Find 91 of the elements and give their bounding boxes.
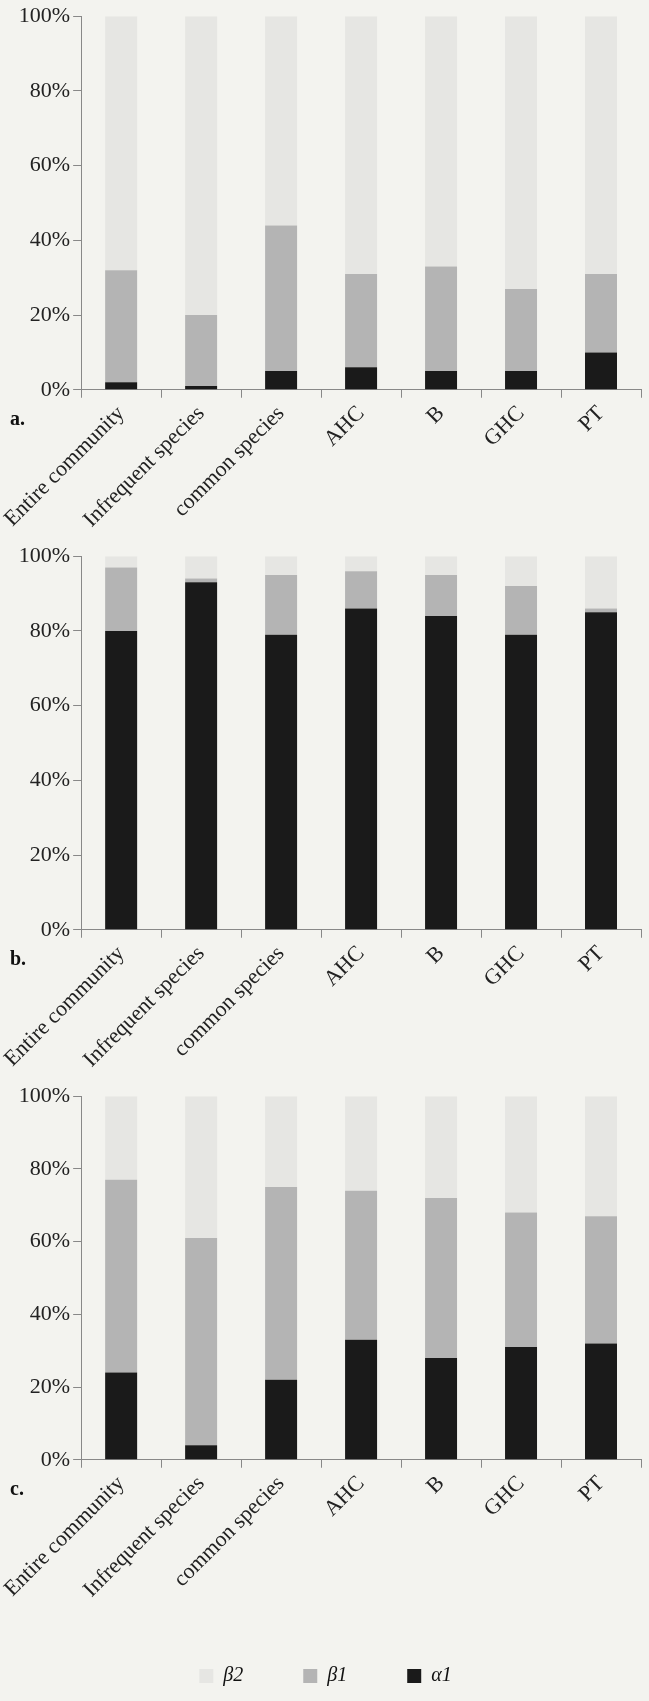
bar (265, 371, 298, 390)
bar (585, 352, 618, 390)
bar (105, 1372, 138, 1460)
bar (585, 612, 618, 930)
bar (425, 1357, 458, 1460)
bar (265, 574, 298, 635)
bar (185, 1237, 218, 1446)
y-tick-label: 0% (40, 375, 71, 401)
y-tick-label: 40% (29, 226, 71, 252)
x-tick-label: B (420, 940, 449, 969)
bar (505, 288, 538, 372)
bar (185, 582, 218, 930)
bar (585, 273, 618, 353)
bar (105, 1179, 138, 1373)
bar (185, 315, 218, 386)
bar (505, 16, 538, 289)
y-tick-label: 80% (29, 76, 71, 102)
bar (345, 367, 378, 390)
bar (105, 567, 138, 631)
bar (345, 1339, 378, 1460)
bar (585, 1216, 618, 1344)
x-tick-label: PT (572, 939, 610, 976)
bar (425, 266, 458, 372)
bar (105, 1096, 138, 1180)
bar (425, 16, 458, 267)
bar (585, 1096, 618, 1217)
y-tick-label: 100% (18, 1, 71, 27)
y-tick-label: 100% (18, 1081, 71, 1107)
text: c. (10, 1476, 24, 1499)
bar (265, 1379, 298, 1460)
bar (185, 386, 218, 390)
y-tick-label: 20% (29, 840, 71, 866)
bar (345, 608, 378, 930)
y-tick-label: 20% (29, 300, 71, 326)
bar (585, 16, 618, 274)
bar (505, 1096, 538, 1213)
y-tick-label: 0% (40, 1445, 71, 1471)
bar (345, 556, 378, 572)
y-tick-label: 60% (29, 151, 71, 177)
bar (185, 16, 218, 316)
bar (505, 556, 538, 587)
bar (345, 571, 378, 609)
bar (265, 225, 298, 372)
legend-label: β2 (222, 1663, 244, 1687)
bar (265, 634, 298, 930)
y-tick-label: 100% (18, 541, 71, 567)
bar (505, 634, 538, 930)
bar (185, 556, 218, 579)
bar (265, 16, 298, 226)
bar (105, 382, 138, 390)
bar (105, 270, 138, 383)
bar (345, 273, 378, 368)
text: b. (10, 946, 27, 969)
bar (425, 1096, 458, 1198)
bar (585, 556, 618, 609)
y-tick-label: 80% (29, 616, 71, 642)
legend-label: α1 (431, 1663, 452, 1686)
y-tick-label: 80% (29, 1154, 71, 1180)
bar (345, 1096, 378, 1191)
bar (105, 16, 138, 271)
y-tick-label: 20% (29, 1372, 71, 1398)
y-tick-label: 60% (29, 1227, 71, 1253)
y-tick-label: 40% (29, 766, 71, 792)
y-tick-label: 40% (29, 1300, 71, 1326)
bar (265, 1096, 298, 1188)
bar (425, 371, 458, 390)
x-tick-label: PT (572, 1469, 610, 1506)
x-tick-label: B (420, 400, 449, 429)
x-tick-label: B (420, 1470, 449, 1499)
text: a. (10, 406, 25, 429)
bar (345, 1190, 378, 1340)
bar (265, 1187, 298, 1380)
bar (345, 16, 378, 274)
bar (425, 574, 458, 616)
bar (505, 586, 538, 635)
bar (105, 630, 138, 930)
bar (505, 1347, 538, 1460)
bar (425, 556, 458, 575)
bar (185, 1445, 218, 1460)
bar (585, 608, 618, 613)
bar (505, 1212, 538, 1348)
legend-label: β1 (326, 1663, 348, 1687)
bar (185, 1096, 218, 1238)
bar (425, 1197, 458, 1358)
x-tick-label: PT (572, 399, 610, 436)
bar (425, 615, 458, 930)
y-tick-label: 60% (29, 691, 71, 717)
y-tick-label: 0% (40, 915, 71, 941)
bar (585, 1343, 618, 1460)
bar (265, 556, 298, 575)
bar (505, 371, 538, 390)
